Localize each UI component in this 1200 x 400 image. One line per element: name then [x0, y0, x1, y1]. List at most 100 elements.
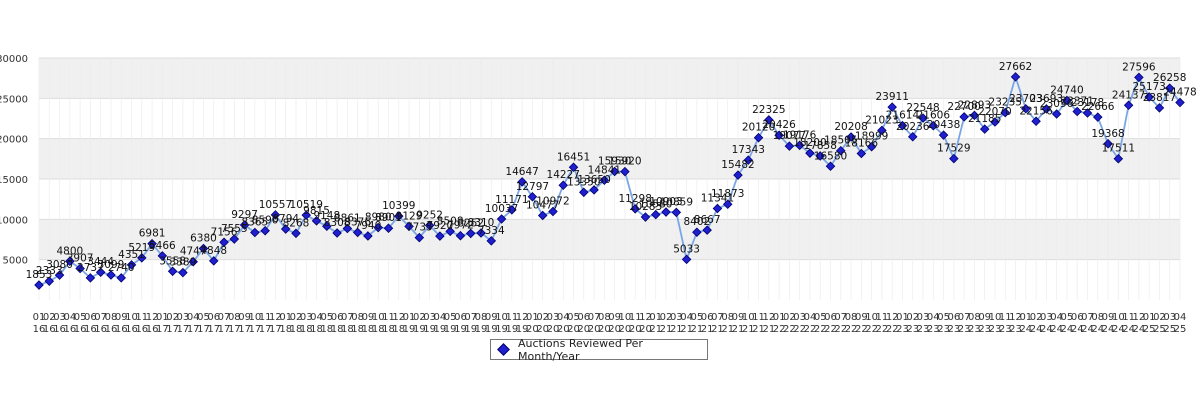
data-label: 9815: [303, 205, 330, 217]
x-tick-label: 12 19: [516, 312, 529, 335]
data-point: [126, 260, 137, 270]
data-point: [907, 131, 918, 142]
data-label: 8901: [375, 212, 402, 224]
plot-bands: [39, 58, 1180, 260]
data-point: [733, 170, 743, 180]
data-point: [969, 110, 980, 121]
data-point: [1123, 100, 1134, 111]
data-label: 14647: [505, 166, 538, 178]
data-label: 7334: [478, 225, 505, 237]
data-label: 11341: [701, 193, 734, 205]
data-point: [352, 227, 363, 238]
data-label: 11298: [618, 193, 651, 205]
y-tick-label: 30000: [0, 54, 28, 65]
data-point: [507, 205, 517, 215]
x-tick-label: 05 18: [320, 312, 333, 335]
x-tick-label: 05 23: [937, 312, 950, 335]
y-tick-label: 10000: [0, 215, 28, 226]
data-point: [250, 227, 260, 238]
legend-marker: [497, 343, 510, 356]
data-point: [568, 162, 579, 173]
data-point: [219, 237, 229, 248]
data-point: [712, 203, 723, 214]
data-label: 8310: [468, 217, 495, 229]
data-label: 10477: [526, 199, 559, 211]
data-point: [897, 120, 908, 131]
data-point: [178, 267, 188, 278]
x-tick-label: 01 20: [526, 312, 539, 335]
data-point: [877, 125, 887, 136]
x-tick-label: 02 17: [166, 312, 179, 335]
data-label: 24478: [1163, 87, 1196, 99]
x-tick-label: 02 23: [906, 312, 919, 335]
data-point: [137, 253, 147, 263]
data-point: [424, 220, 435, 231]
data-label: 10399: [382, 200, 415, 212]
x-tick-label: 09 18: [362, 312, 375, 335]
data-label: 19368: [1091, 128, 1124, 140]
x-tick-label: 04 21: [680, 312, 693, 335]
data-point: [661, 207, 671, 217]
data-point: [620, 166, 630, 177]
data-point: [650, 209, 661, 220]
data-point: [239, 220, 250, 230]
x-tick-label: 09 21: [732, 312, 745, 335]
data-point: [846, 132, 856, 142]
data-label: 27596: [1122, 61, 1156, 73]
data-point: [764, 115, 774, 125]
data-label: 18200: [793, 137, 826, 149]
x-tick-label: 12 22: [886, 312, 899, 335]
data-point: [928, 120, 939, 131]
data-point: [537, 210, 548, 221]
x-tick-label: 01 23: [896, 312, 909, 335]
x-tick-label: 11 24: [1122, 312, 1135, 335]
data-point: [1134, 72, 1144, 83]
x-tick-label: 11 22: [876, 312, 889, 335]
legend-label: Auctions Reviewed Per Month/Year: [518, 336, 643, 363]
data-point: [959, 112, 969, 122]
x-tick-label: 11 18: [382, 312, 395, 335]
x-tick-label: 06 22: [824, 312, 837, 335]
data-point: [527, 192, 538, 202]
data-point: [825, 161, 836, 172]
x-tick-label: 08 22: [845, 312, 858, 335]
data-label: 15920: [608, 156, 641, 168]
x-tick-label: 06 16: [84, 312, 97, 335]
data-point: [198, 243, 209, 254]
x-tick-label: 04 22: [804, 312, 817, 335]
data-point: [1072, 106, 1082, 117]
data-label: 1853: [26, 269, 53, 281]
x-tick-label: 04 23: [927, 312, 940, 335]
x-tick-label: 06 21: [701, 312, 714, 335]
x-tick-label: 07 24: [1081, 312, 1094, 335]
x-tick-label: 10 24: [1112, 312, 1125, 335]
data-point: [291, 228, 301, 239]
x-tick-label: 05 20: [567, 312, 580, 335]
data-label: 22156: [1019, 105, 1053, 117]
data-point: [455, 230, 466, 241]
data-label: 27662: [999, 61, 1032, 73]
series-line: [38, 73, 1181, 286]
data-label: 23371: [1061, 95, 1094, 107]
data-point: [1041, 104, 1052, 114]
x-tick-label: 03 24: [1040, 312, 1053, 335]
x-tick-label: 12 16: [146, 312, 159, 335]
x-tick-label: 12 23: [1009, 312, 1022, 335]
data-label: 7735: [406, 222, 433, 234]
data-label: 10903: [649, 196, 682, 208]
data-label: 10580: [639, 199, 672, 211]
data-point: [311, 216, 322, 226]
data-point: [188, 256, 198, 267]
x-tick-label: 03 16: [53, 312, 66, 335]
data-point: [753, 132, 764, 143]
x-tick-label: 01 16: [33, 312, 46, 335]
x-tick-label: 01 25: [1143, 312, 1156, 335]
data-label: 11873: [711, 188, 744, 200]
x-tick-label: 06 24: [1071, 312, 1084, 335]
data-label: 3389: [170, 257, 197, 269]
x-tick-label: 12 24: [1133, 312, 1146, 335]
x-tick-label: 08 19: [475, 312, 488, 335]
data-label: 10283: [629, 201, 662, 213]
